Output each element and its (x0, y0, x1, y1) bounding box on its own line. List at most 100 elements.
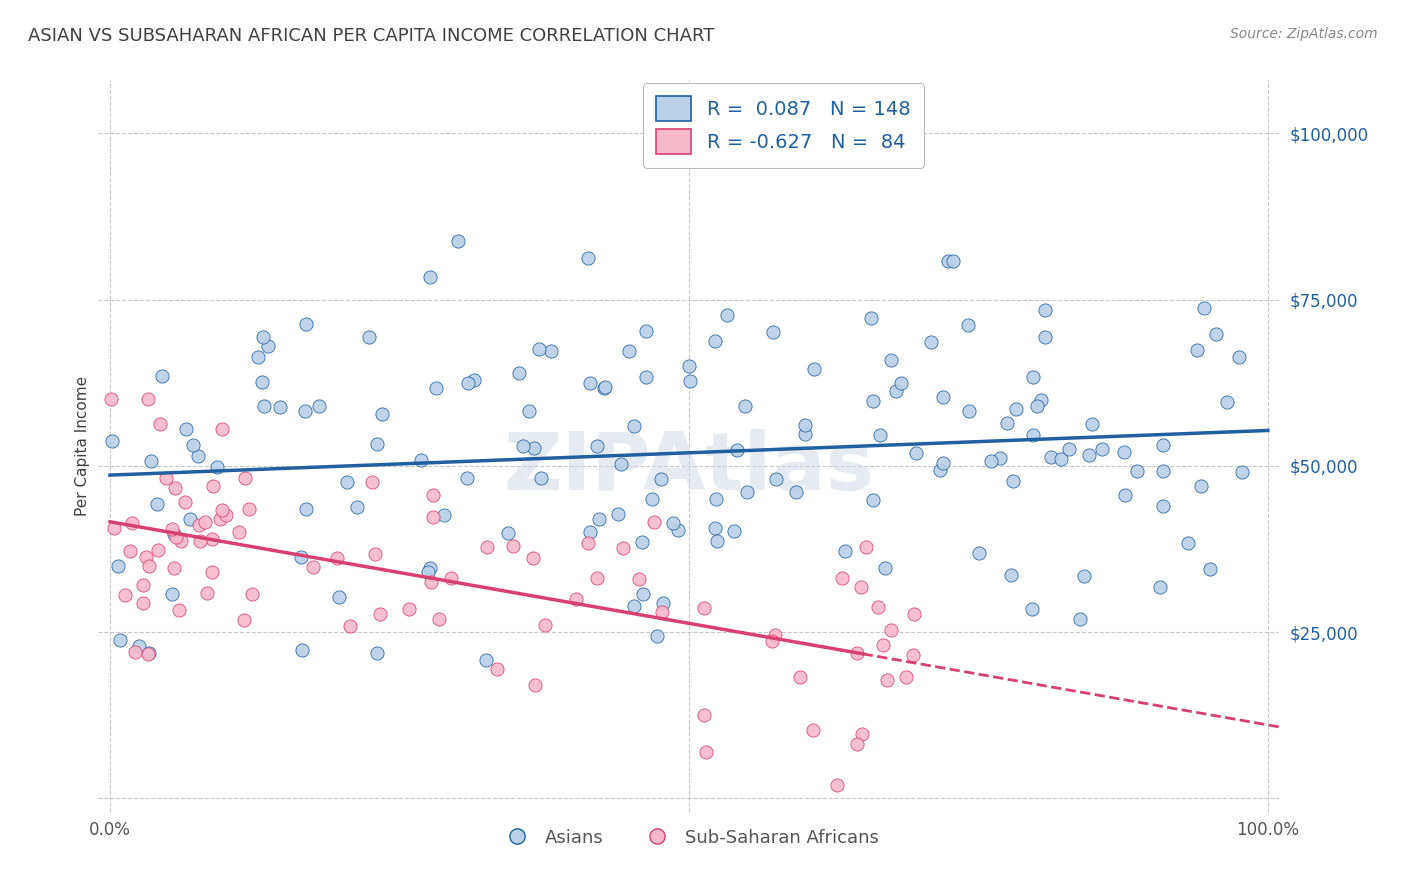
Point (695, 745, 717, 759)
Point (1002, 475, 1025, 489)
Point (170, 534, 193, 549)
Point (576, 536, 599, 550)
Point (1126, 464, 1149, 478)
Point (640, 492, 662, 507)
Point (534, 618, 557, 632)
Point (880, 624, 903, 638)
Point (427, 612, 450, 626)
Point (862, 492, 884, 507)
Point (980, 454, 1002, 468)
Point (565, 591, 588, 606)
Point (873, 560, 896, 574)
Point (474, 653, 496, 667)
Point (250, 375, 273, 389)
Point (174, 494, 197, 508)
Point (789, 670, 811, 684)
Point (932, 456, 955, 470)
Point (496, 525, 519, 540)
Point (643, 515, 665, 529)
Point (678, 359, 700, 373)
Point (593, 380, 616, 394)
Point (880, 353, 903, 368)
Point (661, 516, 683, 530)
Point (257, 339, 280, 353)
Point (876, 673, 898, 687)
Point (825, 778, 848, 792)
Text: ZIPAtlas: ZIPAtlas (503, 429, 875, 507)
Point (103, 520, 125, 534)
Point (1205, 327, 1227, 342)
Point (209, 512, 232, 526)
Point (366, 436, 388, 450)
Point (215, 508, 238, 522)
Point (233, 471, 256, 485)
Point (1199, 562, 1222, 576)
Point (447, 234, 470, 248)
Point (831, 571, 853, 585)
Point (419, 270, 441, 285)
Point (211, 503, 233, 517)
Point (371, 407, 394, 421)
Point (1091, 442, 1114, 456)
Point (409, 453, 432, 467)
Point (704, 521, 727, 535)
Point (269, 401, 291, 415)
Point (890, 376, 912, 391)
Point (588, 512, 610, 526)
Point (114, 588, 136, 602)
Point (851, 580, 873, 594)
Point (1021, 369, 1043, 384)
Text: ASIAN VS SUBSAHARAN AFRICAN PER CAPITA INCOME CORRELATION CHART: ASIAN VS SUBSAHARAN AFRICAN PER CAPITA I… (28, 27, 714, 45)
Point (1152, 500, 1174, 514)
Point (523, 441, 546, 455)
Point (834, 544, 856, 558)
Point (205, 459, 228, 474)
Point (201, 533, 224, 547)
Point (579, 376, 602, 391)
Point (291, 643, 314, 657)
Point (368, 607, 391, 621)
Point (433, 508, 456, 522)
Point (308, 400, 330, 414)
Point (179, 511, 201, 525)
Point (706, 533, 728, 548)
Point (517, 404, 540, 418)
Point (163, 527, 186, 541)
Point (905, 446, 928, 460)
Point (195, 586, 218, 600)
Point (650, 472, 672, 486)
Point (901, 648, 924, 662)
Point (1022, 428, 1045, 442)
Point (1152, 438, 1174, 452)
Point (1021, 602, 1043, 616)
Point (1057, 442, 1080, 457)
Point (502, 540, 524, 554)
Point (211, 422, 233, 436)
Point (1040, 450, 1063, 464)
Point (585, 439, 607, 453)
Point (1152, 464, 1174, 478)
Point (146, 543, 169, 558)
Point (693, 708, 716, 723)
Point (932, 390, 955, 404)
Point (1187, 343, 1209, 358)
Point (1114, 488, 1136, 502)
Point (929, 463, 952, 477)
Point (512, 439, 534, 453)
Point (851, 727, 873, 741)
Point (290, 550, 312, 565)
Point (1216, 394, 1239, 409)
Point (725, 442, 748, 457)
Point (419, 561, 441, 575)
Point (845, 646, 868, 660)
Point (233, 613, 256, 627)
Point (138, 558, 160, 573)
Point (121, 516, 143, 530)
Point (1232, 465, 1254, 479)
Point (785, 484, 807, 499)
Point (1025, 400, 1047, 414)
Point (627, 572, 650, 586)
Point (666, 523, 689, 537)
Point (361, 475, 384, 490)
Point (187, 449, 209, 463)
